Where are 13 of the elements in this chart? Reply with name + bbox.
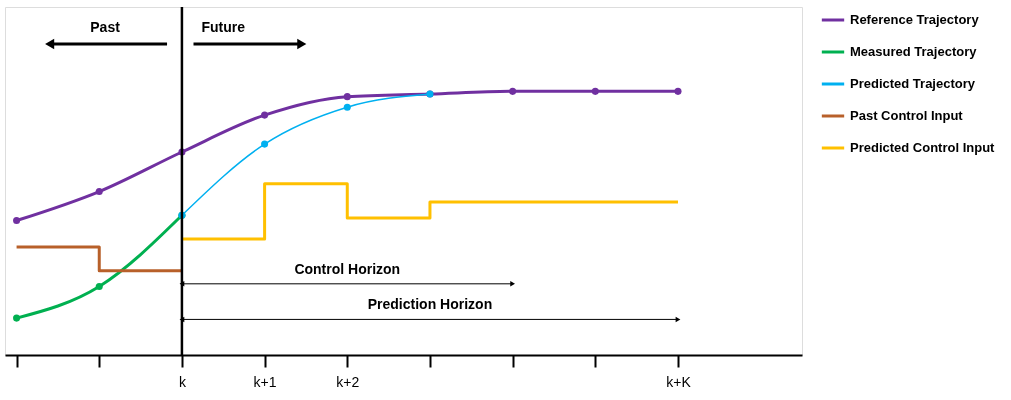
text: Future <box>201 19 246 36</box>
x-tick-label: k+K <box>666 373 692 390</box>
x-tick-label: k+2 <box>336 373 360 390</box>
x-tick-label: k <box>178 373 187 390</box>
legend-label: Reference Trajectory <box>850 12 980 27</box>
legend-label: Measured Trajectory <box>850 44 978 59</box>
annotation: Control Horizon <box>294 260 401 277</box>
annotation: Prediction Horizon <box>367 296 493 313</box>
legend-label: Past Control Input <box>850 108 964 123</box>
x-tick-label: k+1 <box>253 373 277 390</box>
legend-label: Predicted Trajectory <box>850 76 976 91</box>
text: Past <box>90 19 121 36</box>
legend-label: Predicted Control Input <box>850 140 996 155</box>
